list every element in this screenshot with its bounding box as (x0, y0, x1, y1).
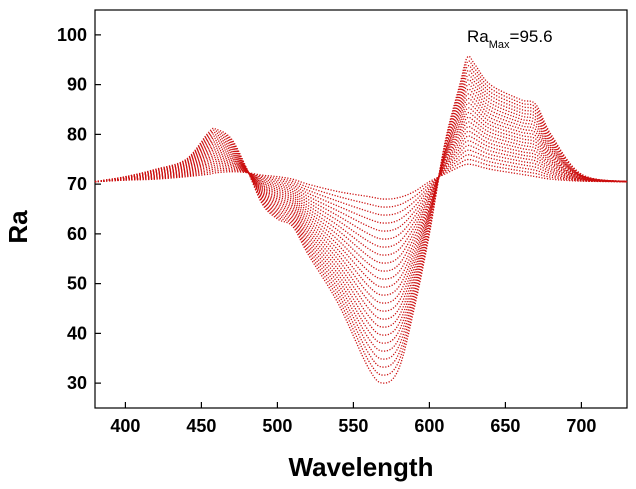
series-line-19 (94, 79, 628, 344)
series-line-11 (94, 116, 628, 280)
y-tick-label: 80 (67, 124, 87, 144)
x-tick-label: 600 (414, 416, 444, 436)
x-tick-label: 550 (338, 416, 368, 436)
series-line-2 (94, 158, 628, 208)
y-tick-label: 100 (57, 25, 87, 45)
series-line-1 (94, 163, 628, 200)
y-tick-label: 50 (67, 274, 87, 294)
series-layer (94, 55, 628, 384)
series-line-6 (94, 140, 628, 240)
plot-frame (94, 9, 628, 409)
series-line-16 (94, 93, 628, 320)
ticks-layer: 400 450 500 550 600 650 700 30 40 50 60 70 80 90 100 (57, 25, 596, 436)
y-tick-label: 70 (67, 174, 87, 194)
ra-max-annotation: RaMax=95.6 (467, 27, 553, 51)
series-line-10 (94, 121, 628, 272)
series-line-18 (94, 83, 628, 336)
series-line-7 (94, 135, 628, 248)
series-line-12 (94, 111, 628, 288)
series-line-24 (94, 55, 628, 384)
annotation-main: Ra (467, 27, 489, 46)
series-line-20 (94, 74, 628, 352)
series-line-4 (94, 149, 628, 224)
series-line-14 (94, 102, 628, 304)
series-line-15 (94, 97, 628, 312)
x-axis-title: Wavelength (289, 452, 434, 482)
y-tick-label: 60 (67, 224, 87, 244)
y-tick-label: 90 (67, 75, 87, 95)
series-line-8 (94, 130, 628, 256)
series-line-21 (94, 69, 628, 360)
y-tick-label: 30 (67, 373, 87, 393)
series-line-13 (94, 107, 628, 296)
series-line-5 (94, 144, 628, 232)
series-line-23 (94, 60, 628, 376)
annotation-value: =95.6 (510, 27, 553, 46)
x-tick-label: 650 (490, 416, 520, 436)
x-tick-label: 700 (566, 416, 596, 436)
series-line-3 (94, 154, 628, 216)
x-tick-label: 450 (186, 416, 216, 436)
x-tick-label: 400 (110, 416, 140, 436)
y-tick-label: 40 (67, 323, 87, 343)
series-line-17 (94, 88, 628, 328)
series-line-22 (94, 65, 628, 368)
annotation-subscript: Max (489, 39, 510, 51)
x-tick-label: 500 (262, 416, 292, 436)
y-axis-title: Ra (3, 210, 33, 244)
series-line-9 (94, 126, 628, 264)
